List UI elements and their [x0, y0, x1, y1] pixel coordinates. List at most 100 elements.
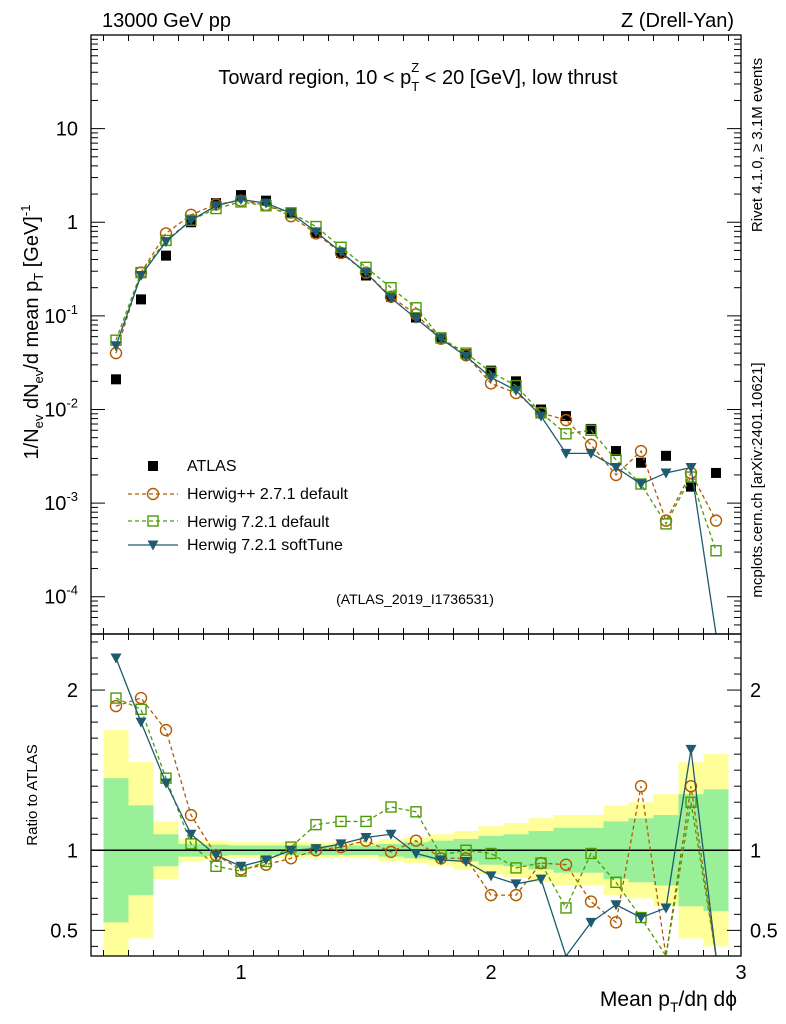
ylabel-p4: /d mean p: [21, 281, 43, 370]
herwig721-legend-marker: [147, 515, 159, 527]
softtune-point: [635, 479, 647, 490]
softtune-point: [160, 237, 172, 248]
legend-label-herwig721: Herwig 7.2.1 default: [187, 514, 330, 531]
softtune-ratio-point: [685, 744, 697, 755]
ylabel-p3: ev: [31, 369, 46, 383]
softtune-point: [110, 341, 122, 352]
herwig721-ratio-point: [510, 862, 522, 874]
xlabel-p2: /dη dϕ: [679, 988, 737, 1011]
herwig721-ratio-line: [115, 697, 717, 956]
herwigpp-ratio-point: [509, 888, 523, 902]
softtune-point: [335, 247, 347, 258]
ylabel-p7: -1: [18, 205, 33, 217]
ratio-frame: [90, 633, 742, 957]
ratio-y-tick-label-right: 2: [750, 680, 761, 702]
ylabel-p2: dN: [21, 383, 43, 414]
xlabel-p1: T: [670, 999, 679, 1015]
softtune-ratio-point: [435, 855, 447, 866]
herwig721-point: [660, 518, 672, 530]
herwigpp-point: [634, 444, 648, 458]
softtune-ratio-point: [135, 717, 147, 728]
softtune-ratio-point: [285, 845, 297, 856]
title-part-2: < 20 [GeV], low thrust: [419, 67, 618, 89]
herwigpp-ratio-point: [409, 834, 423, 847]
softtune-point: [385, 293, 397, 304]
softtune-point: [260, 198, 272, 209]
herwigpp-point: [584, 438, 598, 451]
herwigpp-ratio-point: [134, 691, 148, 705]
softtune-point: [685, 463, 697, 474]
herwig721-ratio-point: [535, 857, 547, 869]
data-point: [586, 423, 596, 434]
herwig721-ratio-point: [410, 806, 422, 818]
data-point: [711, 467, 721, 478]
herwigpp-ratio-point: [484, 888, 498, 902]
herwig721-point: [710, 545, 722, 557]
herwig721-point: [410, 302, 422, 314]
herwig721-ratio-point: [385, 801, 397, 813]
herwig721-ratio-point: [685, 796, 697, 808]
data-point: [661, 450, 671, 461]
main-y-tick-label: 10: [56, 119, 78, 141]
ratio-uncertainty-bands: [103, 730, 729, 956]
softtune-ratio-point: [535, 874, 547, 885]
data-point: [636, 457, 646, 468]
softtune-point: [210, 201, 222, 212]
main-y-tick-label: 10-2: [44, 395, 78, 421]
softtune-point: [535, 411, 547, 422]
herwigpp-ratio-point: [584, 895, 598, 908]
side-label-mcplots: mcplots.cern.ch [arXiv:2401.10621]: [749, 362, 766, 597]
analysis-id: (ATLAS_2019_I1736531): [336, 591, 494, 607]
ylabel-p6: [GeV]: [21, 216, 43, 273]
herwigpp-ratio-point: [109, 699, 123, 713]
tick-labels: 10-4 10-3 10-2 10-1 1 10 0.5 0.5 1 1 2 2 1 2 3: [44, 119, 778, 984]
softtune-point: [360, 268, 372, 279]
ylabel-p1: ev: [31, 414, 46, 428]
softtune-ratio-point: [210, 850, 222, 861]
softtune-legend-marker: [147, 540, 159, 551]
ratio-ylabel: Ratio to ATLAS: [24, 744, 41, 845]
herwigpp-ratio-point: [559, 858, 573, 871]
herwig721-ratio-point: [485, 847, 497, 860]
legend: ATLAS Herwig++ 2.7.1 default Herwig 7.2.…: [128, 458, 349, 554]
herwigpp-point: [709, 514, 723, 527]
axis-ticks: [91, 34, 741, 956]
main-y-tick-label: 10-4: [44, 583, 78, 609]
herwig721-point: [585, 424, 597, 436]
softtune-ratio-point: [335, 839, 347, 850]
herwigpp-ratio-point: [184, 808, 198, 822]
ratio-y-tick-label: 1: [67, 840, 78, 862]
softtune-ratio-point: [310, 844, 322, 855]
herwigpp-legend-marker: [146, 487, 160, 501]
legend-markers: [128, 461, 178, 551]
legend-label-atlas: ATLAS: [187, 458, 237, 475]
softtune-point: [560, 448, 572, 459]
herwigpp-ratio-point: [159, 723, 173, 737]
main-series: [109, 190, 723, 634]
softtune-point: [185, 215, 197, 226]
main-y-tick-label: 10-1: [44, 302, 78, 328]
softtune-point: [660, 468, 672, 479]
softtune-ratio-point: [385, 829, 397, 840]
softtune-point: [510, 385, 522, 396]
herwig721-ratio-point: [460, 844, 472, 856]
softtune-ratio-point: [160, 778, 172, 789]
x-axis-label: Mean pT/dη dϕ: [600, 988, 737, 1015]
herwig721-ratio-point: [310, 818, 322, 831]
x-tick-label: 3: [735, 962, 746, 984]
herwig721-ratio-point: [585, 847, 597, 860]
ratio-y-tick-label: 0.5: [50, 920, 78, 942]
title-sup: Z: [411, 60, 419, 75]
softtune-ratio-point: [260, 855, 272, 866]
ylabel-p5: T: [31, 273, 46, 281]
softtune-point: [310, 227, 322, 238]
plot-frames: [90, 34, 742, 957]
x-tick-label: 1: [235, 962, 246, 984]
herwig721-ratio-point: [210, 860, 222, 872]
softtune-point: [235, 194, 247, 205]
data-point: [136, 294, 146, 305]
softtune-ratio-point: [510, 879, 522, 890]
data-point: [561, 411, 571, 422]
herwigpp-ratio-point: [634, 779, 648, 793]
